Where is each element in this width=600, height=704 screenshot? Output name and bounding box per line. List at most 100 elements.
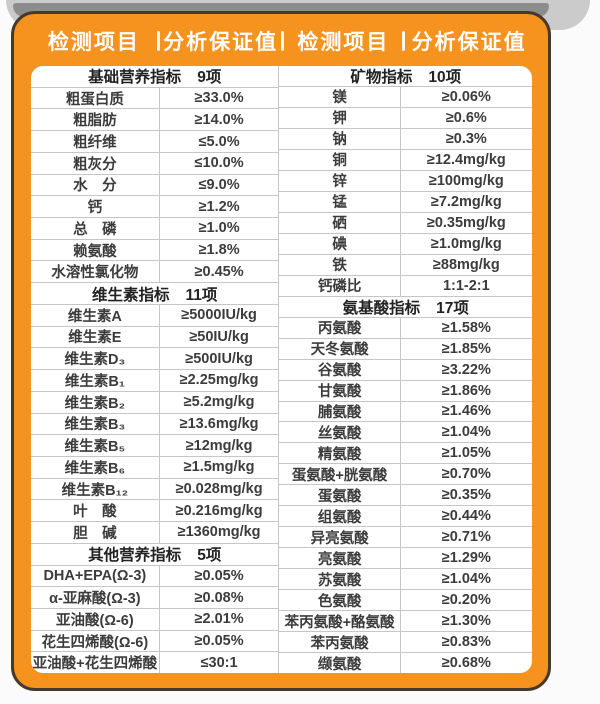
table-row: 甘氨酸 ≥1.86% <box>279 380 532 402</box>
row-value: ≥500IU/kg <box>185 350 253 367</box>
table-row: 铜 ≥12.4mg/kg <box>279 149 532 171</box>
row-value: ≥0.05% <box>194 633 244 650</box>
row-value: ≥1.30% <box>441 613 491 630</box>
header-guaranteed-value-left: 分析保证值 <box>163 31 279 54</box>
nutrition-analysis-card: 检测项目 分析保证值 检测项目 分析保证值 基础营养指标 9项 粗蛋白质 ≥33.0%… <box>11 11 551 691</box>
row-value: ≥0.83% <box>441 634 491 651</box>
row-value: ≥1.29% <box>441 550 491 567</box>
table-row: 粗蛋白质 ≥33.0% <box>31 87 279 110</box>
row-value: ≥1.0% <box>198 220 240 237</box>
row-value: ≥0.05% <box>194 567 244 584</box>
table-row: 锌 ≥100mg/kg <box>279 170 532 192</box>
row-value: ≥0.70% <box>441 466 491 483</box>
table-row: 亚油酸(Ω-6) ≥2.01% <box>31 608 279 631</box>
row-value: ≥0.35% <box>441 487 491 504</box>
table-row: 维生素B₃ ≥13.6mg/kg <box>31 413 279 436</box>
row-value: ≥1.04% <box>441 571 491 588</box>
row-label: 胆 碱 <box>31 522 160 543</box>
table-row: 蛋氨酸+胱氨酸 ≥0.70% <box>279 464 532 486</box>
row-value: ≥100mg/kg <box>428 172 504 189</box>
row-label: 维生素B₂ <box>31 391 160 413</box>
row-label: 赖氨酸 <box>31 239 160 261</box>
table-row: 钠 ≥0.3% <box>279 128 532 150</box>
table-row: 色氨酸 ≥0.20% <box>279 590 532 612</box>
row-label: 蛋氨酸+胱氨酸 <box>279 464 401 485</box>
row-label: 钠 <box>279 128 401 149</box>
row-value: ≥1.05% <box>441 445 491 462</box>
section-header: 基础营养指标 9项 <box>31 66 279 88</box>
row-label: 亚油酸(Ω-6) <box>31 608 160 630</box>
row-label: 组氨酸 <box>279 506 401 527</box>
row-label: 丝氨酸 <box>279 422 401 443</box>
row-value: ≥0.20% <box>441 592 491 609</box>
row-value: ≥5000IU/kg <box>181 307 257 324</box>
section-count: 5项 <box>197 547 222 565</box>
table-row: 谷氨酸 ≥3.22% <box>279 359 532 381</box>
table-row: 维生素B₆ ≥1.5mg/kg <box>31 456 279 479</box>
row-value: ≥1.8% <box>198 242 240 259</box>
section-title: 矿物指标 <box>350 68 413 86</box>
row-label: 粗纤维 <box>31 131 160 152</box>
row-value: ≥0.06% <box>441 88 491 105</box>
row-value: ≥2.01% <box>194 611 244 628</box>
row-label: 钾 <box>279 107 401 128</box>
row-value: ≥0.216mg/kg <box>175 502 263 519</box>
table-row: 钙 ≥1.2% <box>31 196 279 219</box>
row-value: ≥0.71% <box>441 529 491 546</box>
table-row: 粗纤维 ≤5.0% <box>31 131 279 153</box>
table-row: 苯丙氨酸 ≥0.83% <box>279 632 532 654</box>
row-label: 异亮氨酸 <box>279 527 401 548</box>
row-label: 粗脂肪 <box>31 109 160 131</box>
table-row: 水溶性氯化物 ≥0.45% <box>31 261 279 284</box>
row-label: 钙磷比 <box>279 275 401 296</box>
row-label: 花生四烯酸(Ω-6) <box>31 630 160 652</box>
header-separator <box>156 31 160 51</box>
row-value: ≥13.6mg/kg <box>179 415 259 432</box>
row-label: α-亚麻酸(Ω-3) <box>31 587 160 608</box>
row-label: 苯丙氨酸 <box>279 632 401 653</box>
row-value: ≥12mg/kg <box>185 437 253 454</box>
table-row: 丙氨酸 ≥1.58% <box>279 317 532 339</box>
section-count: 10项 <box>428 68 462 86</box>
row-label: 丙氨酸 <box>279 317 401 338</box>
row-value: ≤10.0% <box>194 155 244 172</box>
table-row: 粗脂肪 ≥14.0% <box>31 109 279 132</box>
row-value: ≥0.45% <box>194 263 244 280</box>
table-row: 总 磷 ≥1.0% <box>31 218 279 240</box>
row-value: ≥1.0mg/kg <box>430 235 502 252</box>
row-label: DHA+EPA(Ω-3) <box>31 565 160 587</box>
table-row: 维生素B₁₂ ≥0.028mg/kg <box>31 478 279 501</box>
table-row: 维生素B₂ ≥5.2mg/kg <box>31 391 279 414</box>
row-value: ≥0.028mg/kg <box>175 481 263 498</box>
table-row: 异亮氨酸 ≥0.71% <box>279 527 532 549</box>
header-guaranteed-value-right: 分析保证值 <box>411 31 527 54</box>
row-label: 苏氨酸 <box>279 569 401 590</box>
row-label: 色氨酸 <box>279 590 401 611</box>
table-row: 维生素E ≥50IU/kg <box>31 326 279 349</box>
row-label: 铜 <box>279 149 401 170</box>
table-row: 亮氨酸 ≥1.29% <box>279 548 532 570</box>
table-row: 硒 ≥0.35mg/kg <box>279 212 532 234</box>
row-label: 维生素B₁ <box>31 370 160 391</box>
row-label: 钙 <box>31 196 160 218</box>
section-count: 17项 <box>436 299 469 317</box>
table-row: 维生素B₁ ≥2.25mg/kg <box>31 370 279 392</box>
row-value: ≥0.08% <box>194 589 244 606</box>
section-title: 氨基酸指标 <box>342 299 421 317</box>
table-row: DHA+EPA(Ω-3) ≥0.05% <box>31 565 279 588</box>
table-row: 花生四烯酸(Ω-6) ≥0.05% <box>31 630 279 653</box>
row-label: 维生素B₁₂ <box>31 478 160 500</box>
row-value: ≥1360mg/kg <box>177 524 261 541</box>
row-value: ≤9.0% <box>198 176 240 193</box>
table-row: 缬氨酸 ≥0.68% <box>279 653 532 673</box>
table-row: 赖氨酸 ≥1.8% <box>31 239 279 262</box>
row-label: 苯丙氨酸+酪氨酸 <box>279 611 401 632</box>
left-column: 基础营养指标 9项 粗蛋白质 ≥33.0% 粗脂肪 ≥14.0% 粗纤维 ≤5.0% 粗灰分 ≤1… <box>31 66 279 673</box>
row-label: 水 分 <box>31 174 160 196</box>
table-row: 钾 ≥0.6% <box>279 107 532 129</box>
table-row: 胆 碱 ≥1360mg/kg <box>31 522 279 544</box>
row-label: 维生素B₅ <box>31 435 160 456</box>
table-row: 丝氨酸 ≥1.04% <box>279 422 532 444</box>
table-row: 粗灰分 ≤10.0% <box>31 152 279 175</box>
row-value: ≥2.25mg/kg <box>179 372 259 389</box>
